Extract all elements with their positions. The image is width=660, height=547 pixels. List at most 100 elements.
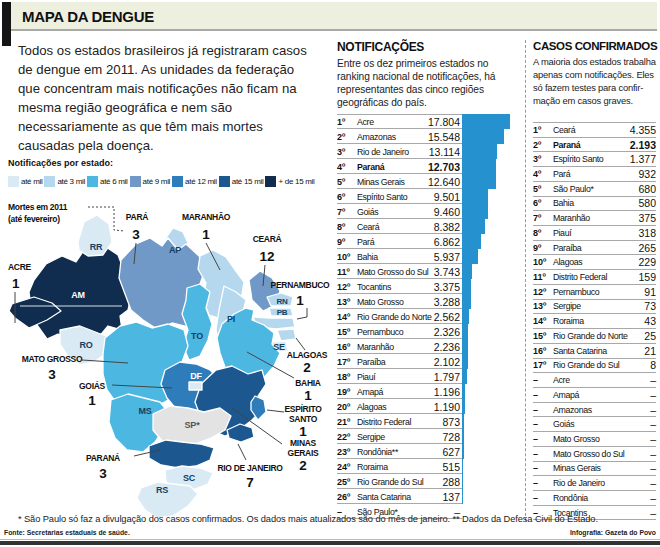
confirmed-header: CASOS CONFIRMADOS A maioria dos estados … <box>533 40 660 107</box>
row-state: Amazonas <box>357 132 396 142</box>
row-rank: 15º <box>337 327 357 337</box>
row-rank: 26º <box>337 492 357 502</box>
row-value: 3.743 <box>432 266 460 278</box>
row-rank: 3º <box>533 154 553 164</box>
table-row: 9ºPará6.862 <box>337 234 520 249</box>
label-am: AM <box>71 290 85 300</box>
table-row: 11ºMato Grosso do Sul3.743 <box>337 264 520 279</box>
notification-bar <box>462 384 465 399</box>
table-row: 3ºRio de Janeiro13.114 <box>337 144 520 159</box>
table-row: –Amazonas– <box>533 403 656 418</box>
row-value: 1.377 <box>628 153 656 165</box>
row-value: 2.236 <box>432 341 460 353</box>
row-state: Rondônia <box>553 493 588 503</box>
leader-rio-de-janeiro <box>238 444 246 460</box>
row-state: Pernambuco <box>357 327 403 337</box>
row-value: 2.562 <box>432 311 460 323</box>
row-rank: 11º <box>337 267 357 277</box>
infographic-credit: Infografia: Gazeta do Povo <box>570 529 656 536</box>
row-rank: – <box>533 493 553 503</box>
row-value: 8.382 <box>432 221 460 233</box>
notification-bar <box>462 399 465 414</box>
row-value: 12.640 <box>426 176 460 188</box>
callout-ceara: CEARÁ <box>253 234 282 244</box>
table-row: 10ºAlagoas229 <box>533 255 656 270</box>
legend-label: até 15 mil <box>232 177 264 186</box>
row-rank: 7º <box>337 207 357 217</box>
row-state: Acre <box>357 117 374 127</box>
legend-swatch <box>172 176 183 187</box>
row-value: – <box>648 374 656 386</box>
table-row: 11ºDistrito Federal159 <box>533 270 656 285</box>
label-to: TO <box>191 331 203 341</box>
callout-ceara-deaths: 12 <box>259 249 274 264</box>
table-row: 18ºPiauí1.797 <box>337 369 520 384</box>
legend-label: até 3 mil <box>57 177 85 186</box>
row-state: Pará <box>357 237 374 247</box>
row-rank: 5º <box>533 184 553 194</box>
row-value: 1.190 <box>432 401 460 413</box>
state-alagoas <box>277 329 296 341</box>
callout-goias: GOIÁS <box>79 381 106 391</box>
source-credit: Fonte: Secretarias estaduais de saúde. <box>4 529 130 536</box>
row-state: Ceará <box>553 125 575 135</box>
row-rank: – <box>533 449 553 459</box>
row-rank: – <box>533 419 553 429</box>
legend-swatch <box>87 176 98 187</box>
table-row: 8ºCeará8.382 <box>337 219 520 234</box>
table-row: 9ºParaíba265 <box>533 241 656 256</box>
row-rank: 1º <box>533 125 553 135</box>
notification-bar <box>462 234 481 249</box>
notifications-header: NOTIFICAÇÕES Entre os dez primeiros esta… <box>337 40 522 109</box>
table-row: 7ºGoiás9.460 <box>337 204 520 219</box>
row-state: Ceará <box>357 222 379 232</box>
table-row: 5ºSão Paulo*680 <box>533 182 656 197</box>
row-value: 137 <box>440 491 460 503</box>
row-state: Mato Grosso <box>357 297 404 307</box>
label-ap: AP <box>169 245 181 255</box>
row-value: 91 <box>642 286 656 298</box>
callout-mato-grosso: MATO GROSSO <box>22 354 83 364</box>
row-value: 159 <box>636 271 656 283</box>
row-state: Bahia <box>357 252 378 262</box>
row-rank: – <box>533 405 553 415</box>
table-row: –Rondônia– <box>533 491 656 506</box>
row-value: 12.703 <box>426 161 460 173</box>
row-state: Pará <box>553 169 570 179</box>
row-value: 73 <box>642 300 656 312</box>
label-pi: PI <box>227 314 235 324</box>
notifications-subtitle: Entre os dez primeiros estados no rankin… <box>337 57 522 109</box>
label-rs: RS <box>156 485 168 495</box>
row-state: Distrito Federal <box>357 417 411 427</box>
row-rank: – <box>533 375 553 385</box>
table-row: –Mato Grosso– <box>533 432 656 447</box>
intro-paragraph: Todos os estados brasileiros já registra… <box>18 41 338 155</box>
row-value: 5.937 <box>432 251 460 263</box>
table-row: 13ºSergipe73 <box>533 300 656 315</box>
callout-para: PARÁ <box>126 212 148 222</box>
row-rank: 4º <box>337 162 357 172</box>
legend-item: até 9 mil <box>130 176 171 187</box>
row-rank: 12º <box>533 287 553 297</box>
table-row: 15ºPernambuco2.326 <box>337 324 520 339</box>
callout-alagoas: ALAGOAS <box>287 350 328 360</box>
row-state: Roraima <box>357 462 388 472</box>
row-value: 21 <box>642 345 656 357</box>
table-row: 26ºSanta Catarina137 <box>337 489 520 504</box>
legend-swatch <box>265 176 276 187</box>
footnote: * São Paulo só faz a divulgação dos caso… <box>18 514 598 524</box>
table-row: –Minas Gerais– <box>533 462 656 477</box>
row-value: 318 <box>636 227 656 239</box>
notification-bar <box>462 414 464 429</box>
row-value: 4.355 <box>628 124 656 136</box>
row-rank: 2º <box>337 132 357 142</box>
row-state: Maranhão <box>357 342 394 352</box>
notification-bar <box>462 219 485 234</box>
row-state: Mato Grosso <box>553 434 600 444</box>
table-row: 13ºMato Grosso3.288 <box>337 294 520 309</box>
table-row: 20ºAlagoas1.190 <box>337 399 520 414</box>
row-rank: 20º <box>337 402 357 412</box>
row-state: Paraná <box>357 162 384 172</box>
label-ms: MS <box>138 406 151 416</box>
label-sp: SP* <box>185 420 201 430</box>
